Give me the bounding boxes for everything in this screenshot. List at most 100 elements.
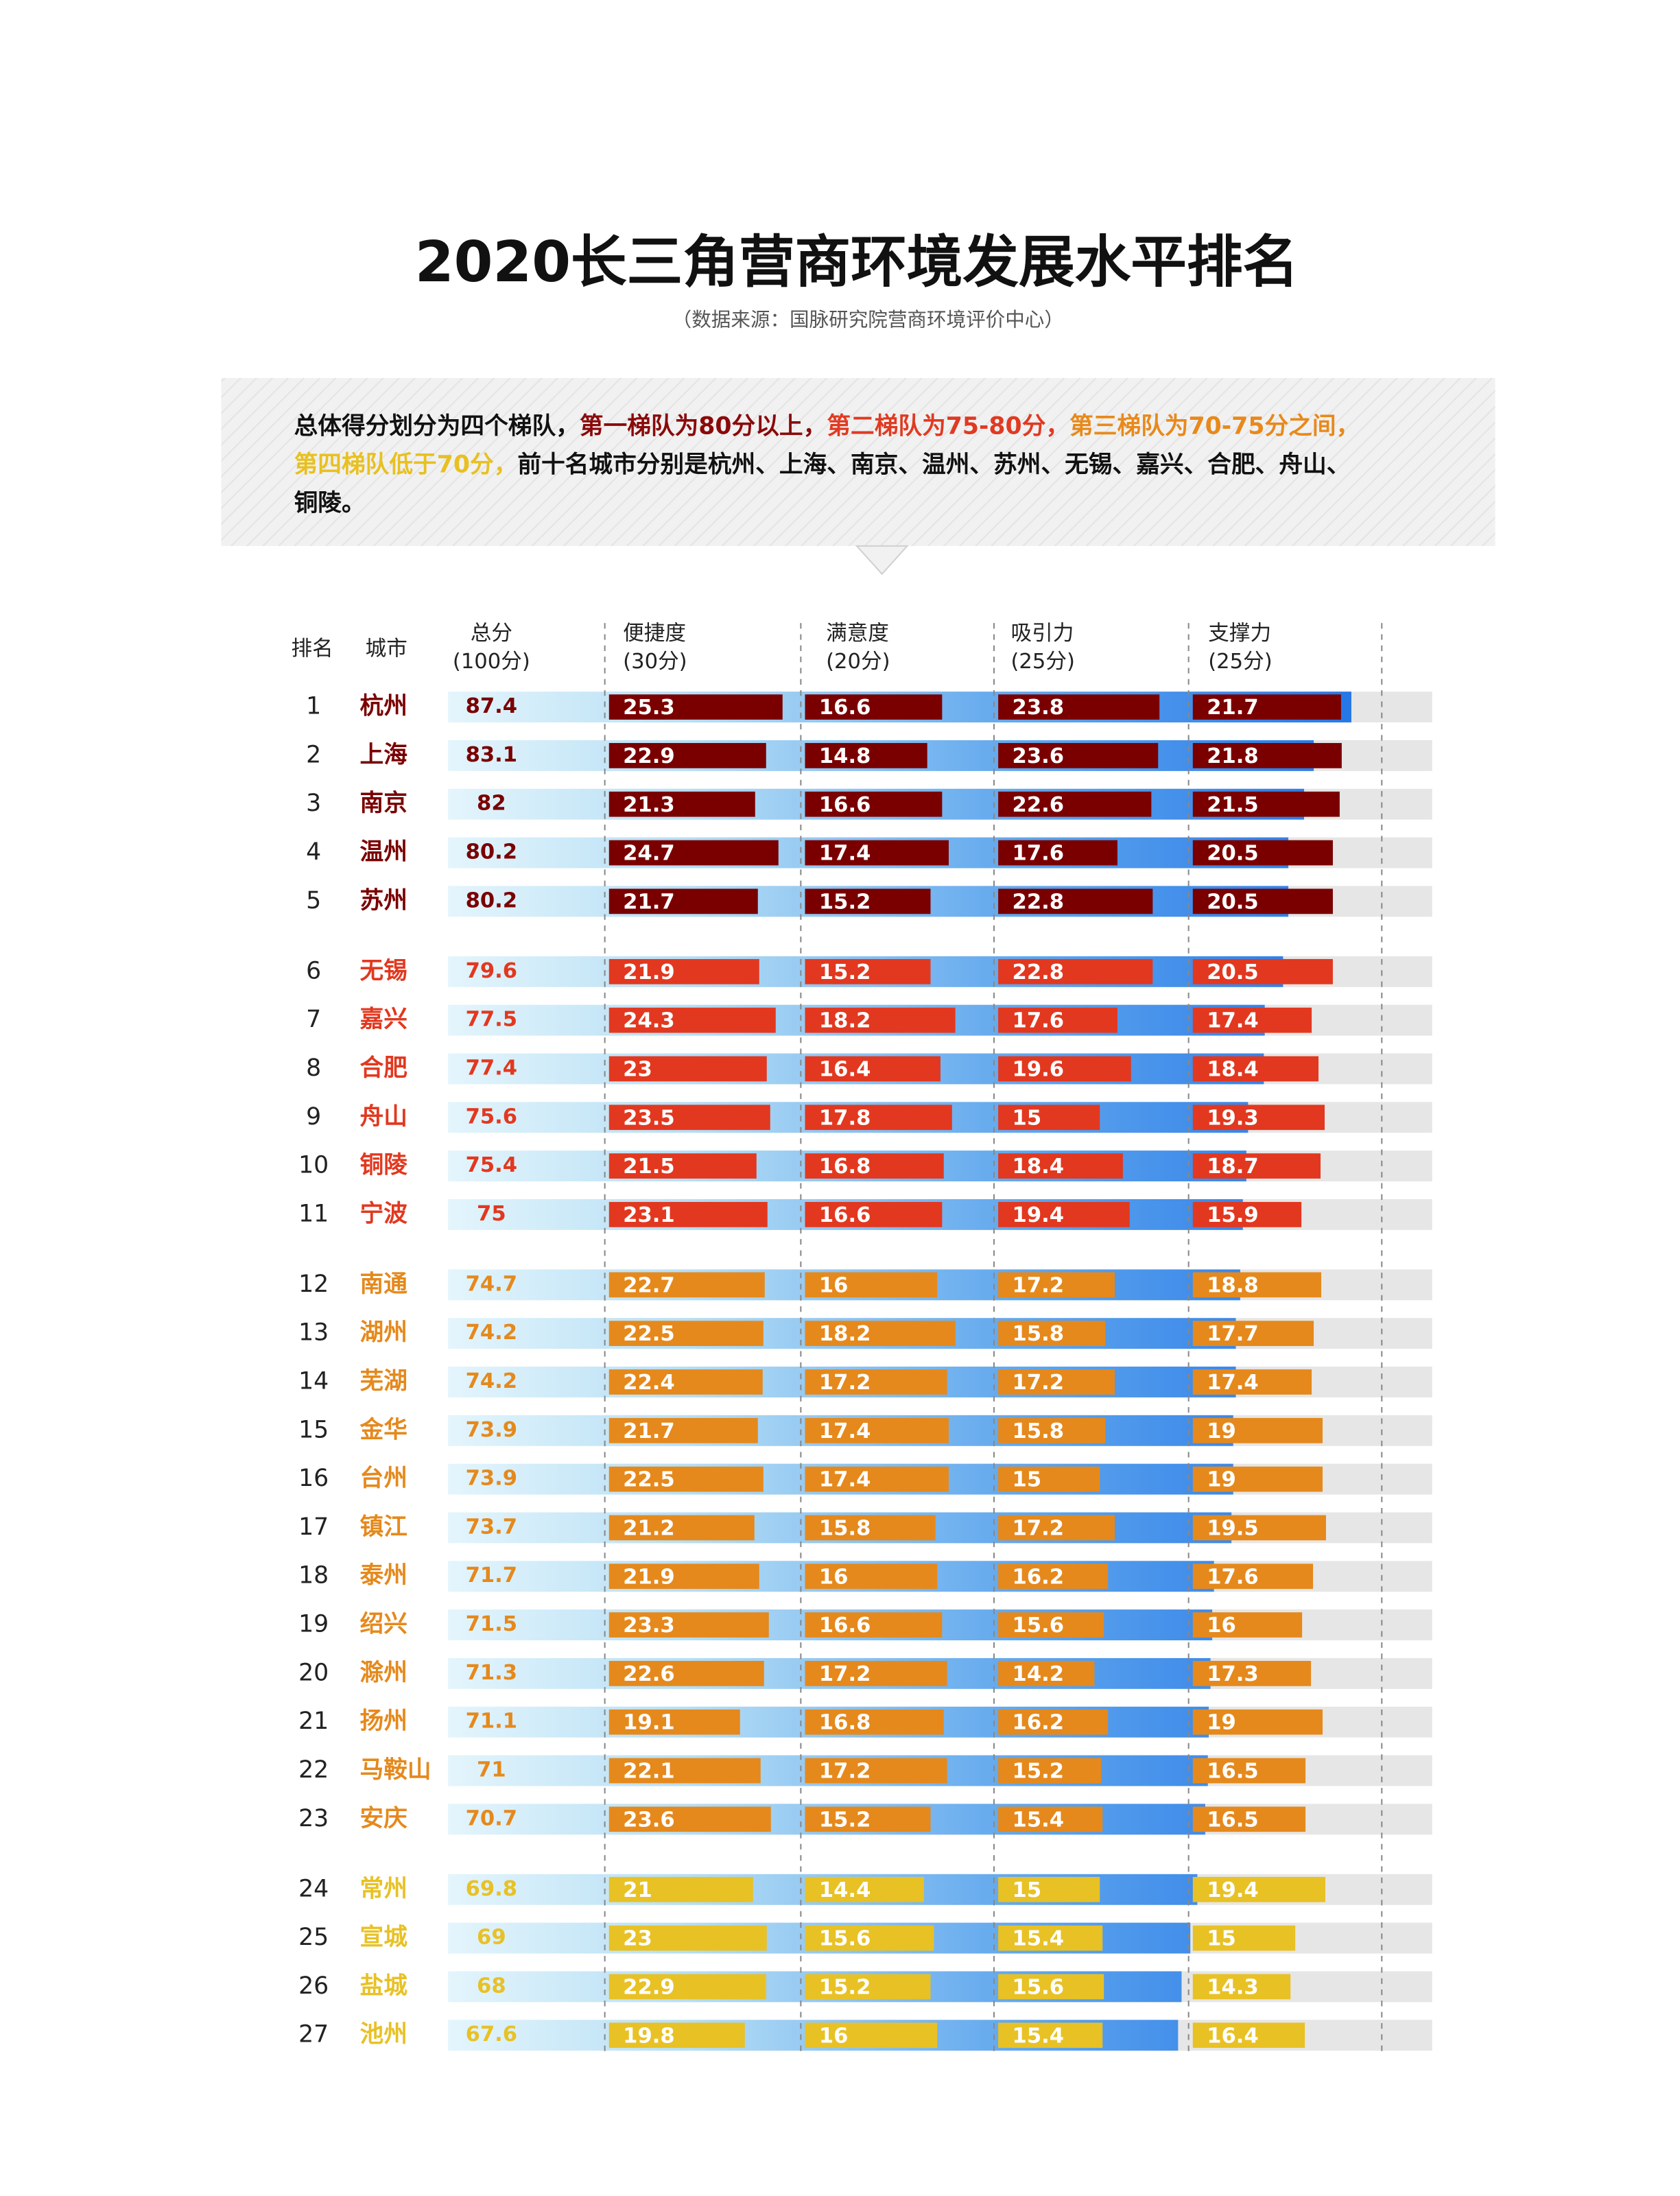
- score-bar: [1192, 2022, 1305, 2049]
- total-value: 74.7: [466, 1272, 518, 1296]
- city: 滁州: [360, 1659, 407, 1686]
- title: 2020长三角营商环境发展水平排名: [415, 230, 1299, 295]
- column-header: 便捷度: [623, 622, 686, 646]
- score-label: 15.6: [1013, 1975, 1065, 1999]
- score-label: 21.7: [1207, 696, 1259, 720]
- score-label: 15.6: [1013, 1614, 1065, 1638]
- score-label: 17.2: [1013, 1273, 1065, 1297]
- score-label: 16.6: [819, 1614, 871, 1638]
- score-bar: [608, 1272, 765, 1298]
- city: 池州: [360, 2021, 407, 2049]
- score-bar: [998, 1417, 1106, 1443]
- rank: 7: [306, 1006, 321, 1033]
- score-label: 22.9: [623, 744, 675, 768]
- score-bar: [608, 1661, 764, 1686]
- city: 宣城: [360, 1924, 408, 1951]
- score-bar: [998, 1153, 1123, 1179]
- score-bar: [608, 1974, 766, 2000]
- score-bar: [998, 1369, 1115, 1395]
- rank: 2: [306, 741, 321, 768]
- rank: 13: [298, 1319, 329, 1347]
- score-label: 21.5: [1207, 793, 1259, 817]
- city: 湖州: [360, 1319, 407, 1347]
- score-label: 16.5: [1207, 1808, 1259, 1832]
- rank: 5: [306, 887, 321, 914]
- city: 苏州: [360, 887, 407, 914]
- score-label: 23.5: [623, 1106, 675, 1130]
- score-label: 17.3: [1207, 1662, 1259, 1686]
- score-label: 19.8: [623, 2024, 675, 2048]
- score-label: 19: [1207, 1711, 1236, 1735]
- column-header: 支撑力: [1208, 622, 1271, 646]
- summary-box: [221, 378, 1495, 546]
- score-bar: [998, 1758, 1102, 1784]
- score-label: 17.4: [1207, 1371, 1259, 1395]
- summary-segment: 总体得分划分为四个梯队，: [294, 412, 580, 440]
- score-bar: [805, 1876, 924, 1902]
- score-bar: [1192, 1272, 1322, 1298]
- total-header: 总分: [471, 622, 512, 646]
- total-value: 80.2: [466, 840, 518, 864]
- score-label: 16: [819, 2024, 849, 2048]
- score-bar: [1192, 1925, 1296, 1951]
- score-label: 17.6: [1013, 1009, 1065, 1033]
- rank: 10: [298, 1152, 329, 1179]
- city: 盐城: [360, 1972, 408, 2000]
- score-label: 23: [623, 1927, 652, 1951]
- score-bar: [805, 1153, 944, 1179]
- score-label: 21.9: [623, 1565, 675, 1589]
- score-bar: [805, 1806, 931, 1832]
- score-label: 15.2: [1013, 1760, 1065, 1784]
- score-bar: [1192, 1417, 1323, 1443]
- score-bar: [1192, 1515, 1326, 1541]
- score-label: 17.2: [1013, 1371, 1065, 1395]
- score-bar: [998, 1272, 1115, 1298]
- score-bar: [1192, 958, 1333, 984]
- score-bar: [805, 1466, 949, 1492]
- score-bar: [805, 1515, 936, 1541]
- score-bar: [805, 1056, 940, 1082]
- score-label: 17.4: [819, 842, 871, 866]
- score-label: 14.4: [819, 1878, 871, 1902]
- city: 南京: [360, 790, 407, 817]
- rank: 27: [298, 2021, 329, 2049]
- rank: 19: [298, 1611, 329, 1638]
- score-bar: [998, 1105, 1100, 1131]
- column-max: (20分): [826, 650, 890, 674]
- score-label: 14.2: [1013, 1662, 1065, 1686]
- city: 镇江: [360, 1513, 407, 1541]
- total-value: 82: [477, 792, 506, 816]
- score-label: 16.8: [819, 1711, 871, 1735]
- score-label: 16.2: [1013, 1565, 1065, 1589]
- rows: 1 杭州 87.4 25.3 16.6 23.8 21.7 2 上海 83.1 22.9 14.8 23…: [298, 692, 1432, 2051]
- score-label: 14.3: [1207, 1975, 1259, 1999]
- score-label: 17.8: [819, 1106, 871, 1130]
- score-label: 17.4: [1207, 1009, 1259, 1033]
- score-bar: [608, 1105, 770, 1131]
- score-label: 16.6: [819, 1203, 871, 1227]
- summary-segment: 前十名城市分别是杭州、上海、南京、温州、苏州、无锡、嘉兴、合肥、舟山、: [517, 451, 1350, 479]
- score-bar: [805, 1321, 956, 1347]
- score-label: 18.4: [1207, 1057, 1259, 1081]
- score-bar: [608, 694, 783, 720]
- summary-segment: 第一梯队为80分以上，: [580, 412, 827, 440]
- score-label: 22.1: [623, 1760, 675, 1784]
- total-value: 70.7: [466, 1806, 518, 1830]
- rank: 20: [298, 1659, 329, 1686]
- rank: 17: [298, 1513, 329, 1541]
- rank: 18: [298, 1562, 329, 1590]
- score-label: 22.6: [623, 1662, 675, 1686]
- score-bar: [805, 743, 927, 768]
- score-label: 21.5: [623, 1155, 675, 1179]
- score-bar: [1192, 1202, 1302, 1227]
- score-bar: [998, 743, 1159, 768]
- summary-line: 铜陵。: [294, 490, 366, 517]
- rank: 4: [306, 838, 321, 866]
- total-value: 73.9: [466, 1467, 518, 1491]
- summary-line: 第四梯队低于70分，前十名城市分别是杭州、上海、南京、温州、苏州、无锡、嘉兴、合…: [294, 451, 1351, 479]
- score-bar: [805, 1105, 952, 1131]
- score-label: 22.9: [623, 1975, 675, 1999]
- rank: 8: [306, 1054, 321, 1082]
- score-bar: [998, 1661, 1095, 1686]
